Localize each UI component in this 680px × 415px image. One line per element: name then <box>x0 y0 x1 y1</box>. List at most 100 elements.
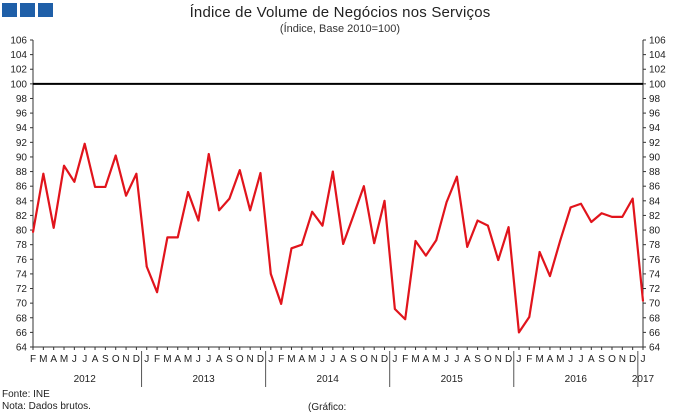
data-point <box>600 212 603 215</box>
month-label: M <box>184 354 192 365</box>
data-point <box>321 224 324 227</box>
chart-caption: (Gráfico: <box>308 402 347 413</box>
data-point <box>228 197 231 200</box>
logo-square <box>20 3 35 17</box>
y-tick-label-right: 64 <box>649 343 661 354</box>
logo-square <box>2 3 17 17</box>
data-point <box>518 331 520 334</box>
chart-title: Índice de Volume de Negócios nos Serviço… <box>189 4 491 21</box>
y-tick-label-left: 70 <box>16 299 28 310</box>
y-tick-label-right: 70 <box>649 299 661 310</box>
month-label: A <box>298 354 305 365</box>
month-label: M <box>556 354 564 365</box>
data-point <box>94 186 96 188</box>
source-note: Fonte: INE <box>2 389 50 400</box>
data-point <box>32 231 34 234</box>
month-label: N <box>247 354 254 365</box>
y-tick-label-left: 100 <box>10 79 27 90</box>
y-tick-label-left: 94 <box>16 123 28 134</box>
right-axis: 64 66 68 70 72 74 76 78 80 82 84 86 88 90 92 94 96 98 100 1… <box>642 36 666 354</box>
month-label: J <box>578 354 583 365</box>
y-tick-label-left: 96 <box>16 109 28 120</box>
year-label: 2015 <box>441 374 464 385</box>
y-tick-label-right: 92 <box>649 138 661 149</box>
y-tick-label-right: 104 <box>649 50 666 61</box>
month-label: F <box>402 354 408 365</box>
y-tick-label-left: 90 <box>16 152 28 163</box>
month-label: J <box>206 354 211 365</box>
month-label: A <box>423 354 430 365</box>
month-label: J <box>196 354 201 365</box>
chart-subtitle: (Índice, Base 2010=100) <box>279 23 401 35</box>
data-point <box>311 210 314 213</box>
y-tick-label-right: 102 <box>649 65 666 76</box>
y-tick-label-left: 86 <box>16 182 28 193</box>
data-point <box>290 247 293 250</box>
y-tick-label-left: 102 <box>10 65 27 76</box>
year-label: 2016 <box>565 374 588 385</box>
month-label: S <box>598 354 605 365</box>
data-point <box>352 214 355 217</box>
y-tick-label-left: 98 <box>16 94 28 105</box>
y-tick-label-right: 96 <box>649 109 661 120</box>
data-point <box>414 240 417 242</box>
data-point <box>197 219 200 222</box>
data-point <box>176 236 179 239</box>
month-label: D <box>257 354 264 365</box>
data-point <box>342 243 345 245</box>
data-point <box>549 275 551 277</box>
y-tick-label-right: 72 <box>649 284 661 295</box>
data-point <box>631 197 634 200</box>
month-label: M <box>535 354 543 365</box>
y-tick-label-left: 72 <box>16 284 28 295</box>
data-point <box>580 202 582 205</box>
y-tick-label-right: 86 <box>649 182 661 193</box>
month-label: F <box>278 354 284 365</box>
y-tick-label-right: 100 <box>649 79 666 90</box>
month-label: A <box>216 354 223 365</box>
y-tick-label-right: 106 <box>649 36 666 47</box>
month-label: M <box>39 354 47 365</box>
data-point <box>52 226 55 229</box>
data-point <box>373 242 376 245</box>
month-label: A <box>50 354 57 365</box>
data-point <box>435 239 438 242</box>
y-tick-label-right: 76 <box>649 255 661 266</box>
month-label: J <box>82 354 87 365</box>
month-label: J <box>320 354 325 365</box>
data-point <box>538 251 541 253</box>
month-label: M <box>163 354 171 365</box>
month-label: J <box>516 354 521 365</box>
month-label: F <box>526 354 532 365</box>
data-point <box>42 172 45 175</box>
month-label: J <box>72 354 77 365</box>
ine-logo <box>2 3 53 17</box>
data-point <box>642 300 644 302</box>
data-point <box>466 245 469 248</box>
month-label: M <box>60 354 68 365</box>
data-point <box>207 153 210 155</box>
month-label: A <box>92 354 99 365</box>
y-tick-label-left: 78 <box>16 240 28 251</box>
month-label: O <box>112 354 120 365</box>
month-label: J <box>268 354 273 365</box>
data-point <box>455 175 458 178</box>
data-point <box>166 236 169 239</box>
y-tick-label-right: 82 <box>649 211 661 222</box>
month-label: S <box>474 354 481 365</box>
month-label: A <box>547 354 554 365</box>
month-label: J <box>568 354 573 365</box>
y-tick-label-right: 74 <box>649 269 661 280</box>
data-point <box>487 224 489 227</box>
data-point <box>249 209 252 212</box>
y-tick-label-left: 68 <box>16 313 28 324</box>
data-point <box>63 164 65 167</box>
y-tick-label-left: 92 <box>16 138 28 149</box>
data-point <box>590 221 593 223</box>
data-point <box>445 201 448 204</box>
month-label: O <box>360 354 368 365</box>
month-label: D <box>629 354 636 365</box>
month-label: N <box>619 354 626 365</box>
y-tick-label-right: 88 <box>649 167 661 178</box>
